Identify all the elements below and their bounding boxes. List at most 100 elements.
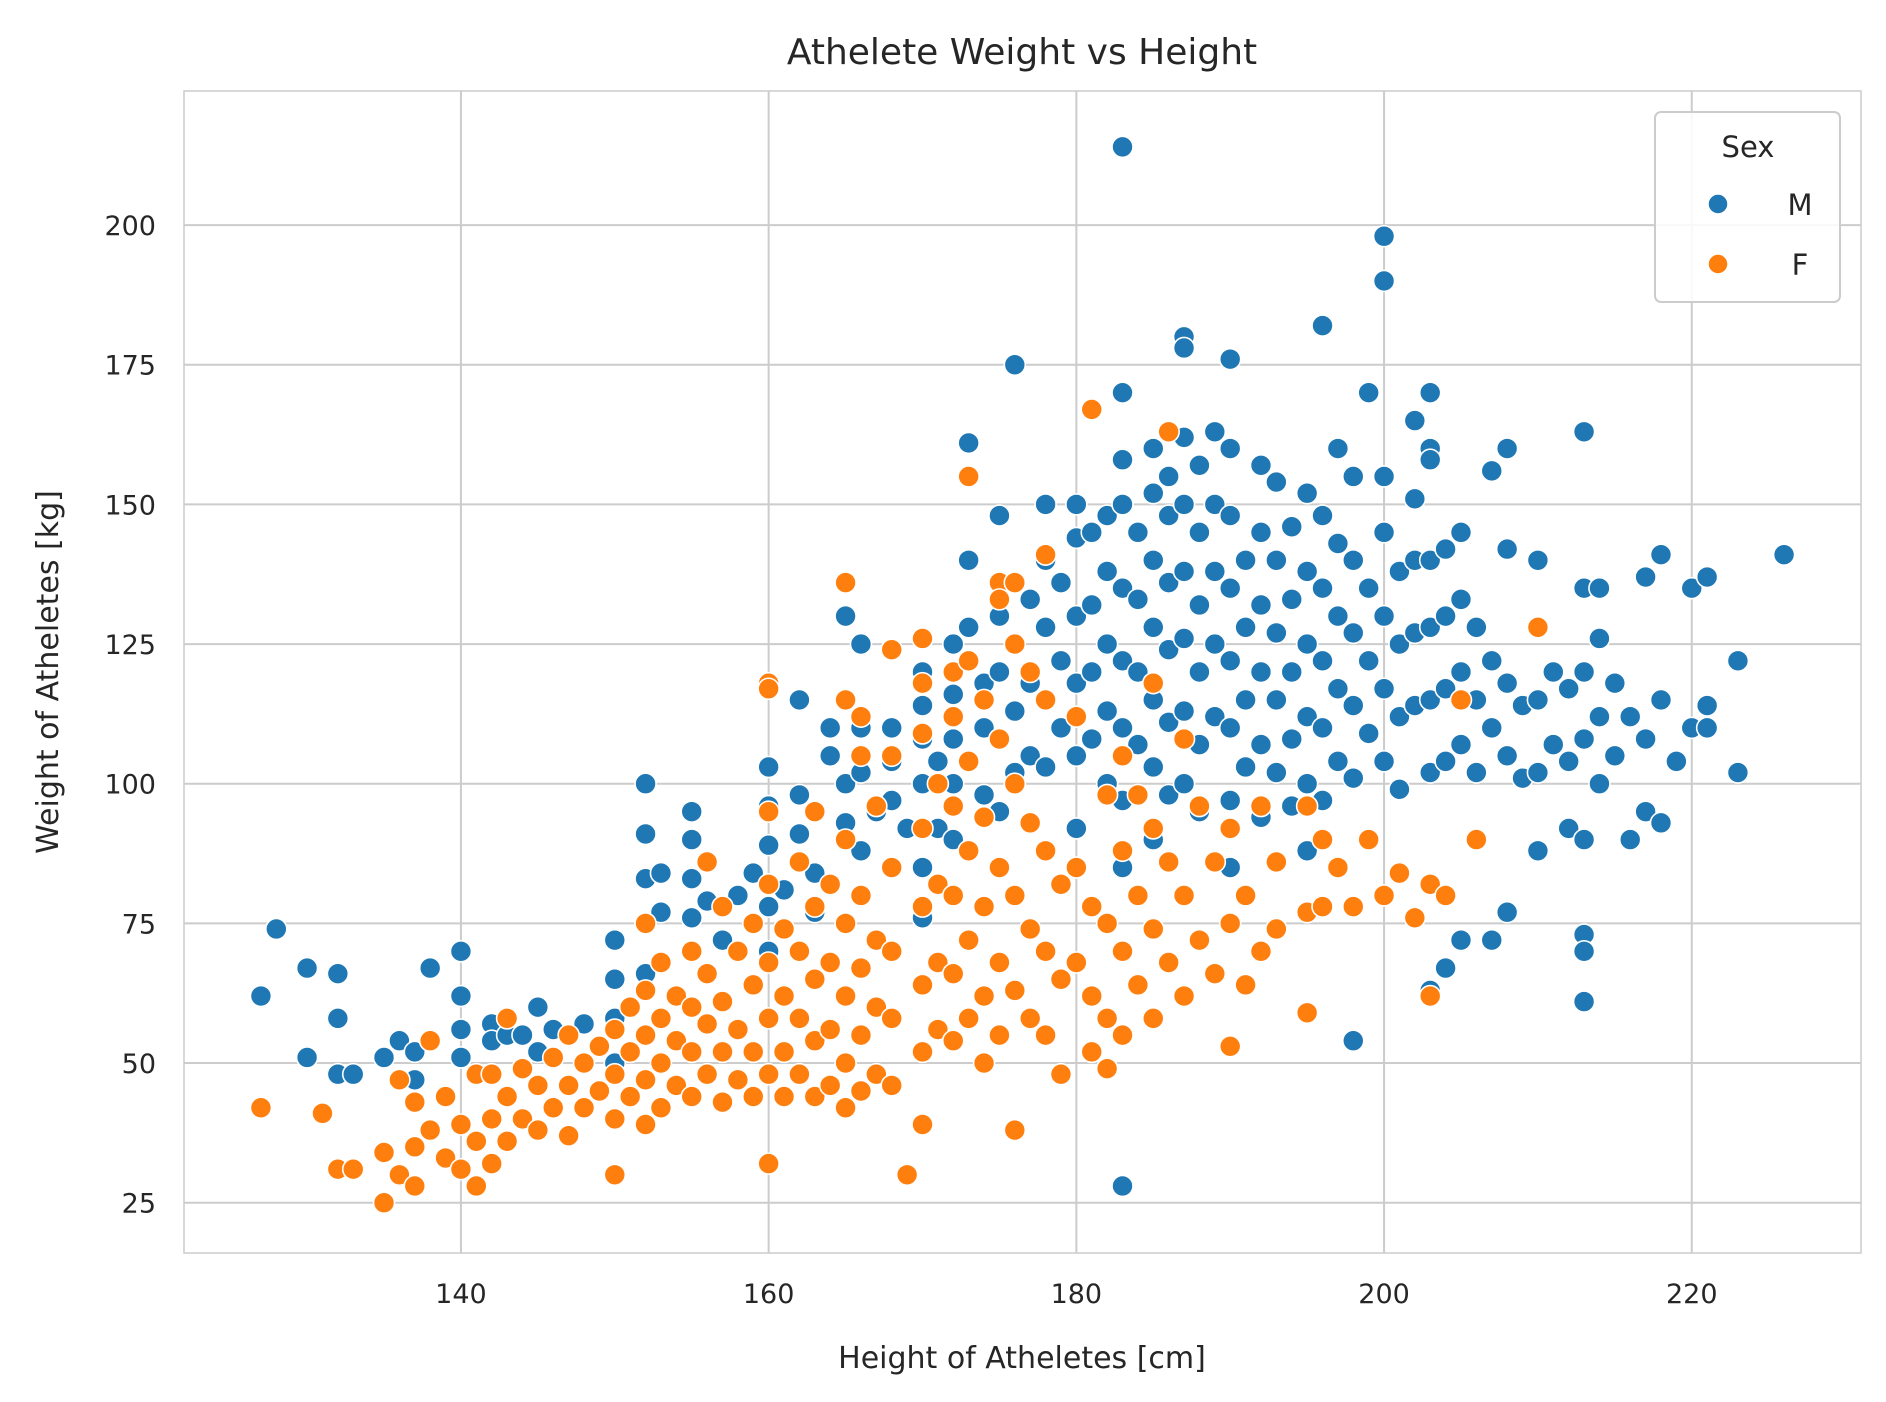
- data-point: [1357, 828, 1380, 851]
- data-point: [1572, 420, 1596, 444]
- data-point: [1588, 576, 1611, 600]
- data-point: [680, 940, 704, 963]
- data-point: [1218, 347, 1242, 371]
- data-point: [911, 671, 934, 695]
- data-point: [834, 604, 857, 628]
- data-point: [1049, 872, 1073, 896]
- data-point: [1095, 699, 1119, 723]
- data-point: [741, 1040, 765, 1064]
- data-point: [757, 1152, 780, 1175]
- data-point: [680, 800, 704, 823]
- data-point: [1311, 504, 1334, 527]
- data-point: [1018, 660, 1042, 684]
- data-point: [1403, 487, 1427, 511]
- data-point: [911, 627, 934, 650]
- data-point: [326, 1007, 350, 1030]
- data-point: [634, 979, 657, 1002]
- data-point: [1618, 705, 1642, 728]
- legend-title: Sex: [1722, 130, 1775, 164]
- data-point: [1111, 940, 1134, 963]
- data-point: [1326, 604, 1350, 628]
- data-point: [541, 1096, 565, 1120]
- data-point: [1234, 616, 1257, 639]
- data-point: [388, 1163, 411, 1187]
- data-point: [418, 956, 442, 980]
- data-point: [1126, 733, 1150, 756]
- data-point: [526, 1074, 550, 1097]
- data-point: [1188, 794, 1211, 818]
- data-point: [680, 828, 704, 851]
- data-point: [634, 1113, 657, 1136]
- data-point: [1003, 772, 1027, 796]
- data-point: [326, 962, 350, 985]
- data-point: [849, 1023, 873, 1047]
- data-point: [665, 984, 688, 1008]
- data-point: [526, 995, 550, 1019]
- data-point: [1480, 716, 1504, 740]
- data-point: [1341, 895, 1365, 918]
- data-point: [1249, 940, 1273, 963]
- legend-label-m: M: [1787, 188, 1812, 222]
- data-point: [972, 1051, 996, 1075]
- data-point: [1434, 884, 1457, 907]
- data-point: [341, 1062, 365, 1086]
- data-point: [1141, 917, 1165, 941]
- data-point: [911, 817, 934, 840]
- y-tick-label: 75: [122, 909, 156, 940]
- data-point: [434, 1146, 457, 1170]
- data-point: [1141, 616, 1165, 639]
- data-point: [1280, 515, 1304, 539]
- y-tick-label: 175: [104, 351, 156, 382]
- data-point: [757, 800, 780, 823]
- data-point: [988, 727, 1011, 751]
- data-point: [1203, 850, 1227, 874]
- data-point: [1634, 565, 1657, 589]
- data-point: [1172, 336, 1196, 360]
- data-point: [1480, 459, 1504, 483]
- data-point: [1372, 750, 1396, 773]
- x-tick-label: 180: [1051, 1279, 1103, 1310]
- data-point: [495, 1085, 519, 1108]
- data-point: [1311, 314, 1334, 337]
- data-points: [249, 135, 1796, 1215]
- data-point: [449, 1157, 473, 1181]
- data-point: [1326, 677, 1350, 701]
- data-point: [1372, 604, 1396, 628]
- y-axis-ticks: 25 50 75 100 125 150 175 200: [104, 211, 156, 1220]
- data-point: [1095, 912, 1119, 935]
- data-point: [941, 794, 965, 818]
- data-point: [1218, 576, 1242, 600]
- data-point: [1080, 727, 1104, 751]
- data-point: [1372, 677, 1396, 701]
- data-point: [649, 861, 673, 885]
- data-point: [1265, 688, 1288, 712]
- data-point: [480, 1062, 504, 1086]
- data-point: [1265, 548, 1288, 572]
- data-point: [1449, 660, 1473, 684]
- data-point: [1126, 973, 1150, 997]
- data-point: [757, 755, 780, 779]
- data-point: [1311, 895, 1334, 918]
- data-point: [1188, 660, 1211, 684]
- data-point: [849, 705, 873, 728]
- data-point: [680, 1085, 704, 1108]
- data-point: [788, 822, 811, 846]
- series-f: [249, 398, 1550, 1215]
- data-point: [1157, 504, 1180, 527]
- data-point: [1203, 560, 1227, 583]
- data-point: [1157, 710, 1180, 734]
- data-point: [1265, 470, 1288, 494]
- legend-box: [1654, 111, 1841, 303]
- data-point: [1111, 448, 1134, 472]
- data-point: [1572, 990, 1596, 1013]
- data-point: [1372, 884, 1396, 907]
- data-point: [1095, 560, 1119, 583]
- data-point: [988, 1023, 1011, 1047]
- data-point: [1249, 521, 1273, 544]
- data-point: [403, 1135, 427, 1159]
- data-point: [1403, 906, 1427, 930]
- data-point: [1434, 677, 1457, 701]
- data-point: [926, 750, 950, 773]
- data-point: [1065, 671, 1088, 695]
